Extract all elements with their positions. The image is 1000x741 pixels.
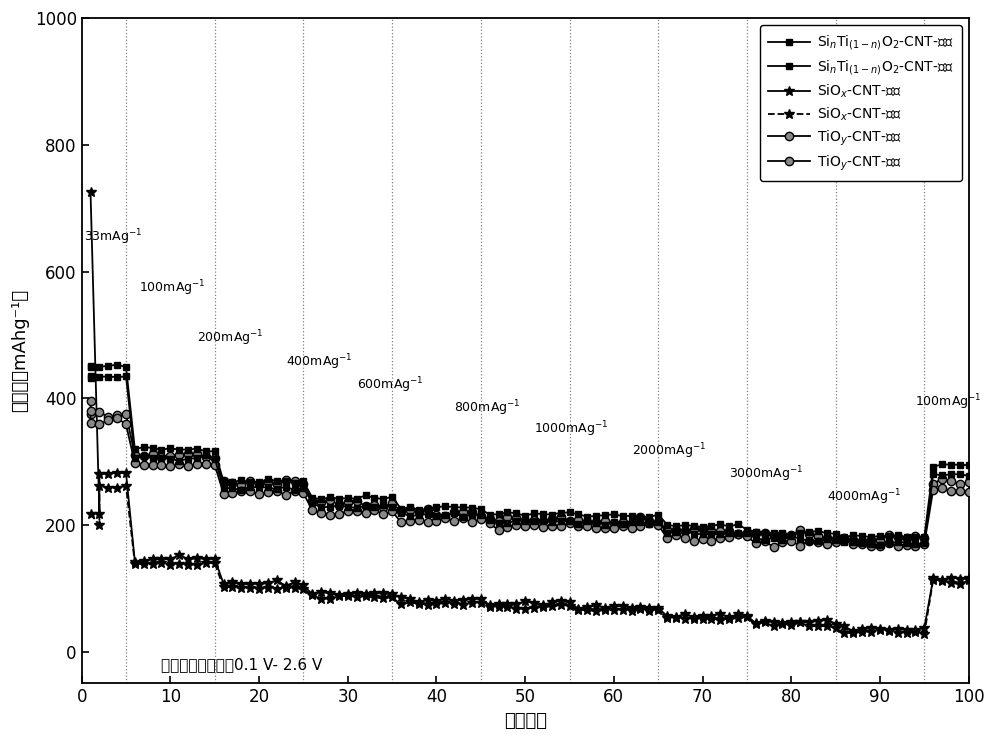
Si$_n$Ti$_{(1-n)}$O$_2$-CNT-充电: [750, 527, 762, 536]
Si$_n$Ti$_{(1-n)}$O$_2$-CNT-充电: [617, 512, 629, 521]
Si$_n$Ti$_{(1-n)}$O$_2$-CNT-放电: [741, 528, 753, 537]
Text: 3000mAg$^{-1}$: 3000mAg$^{-1}$: [729, 465, 804, 485]
TiO$_y$-CNT-放电: [741, 532, 753, 541]
TiO$_y$-CNT-放电: [138, 461, 150, 470]
Line: SiO$_x$-CNT-充电: SiO$_x$-CNT-充电: [86, 187, 974, 637]
Si$_n$Ti$_{(1-n)}$O$_2$-CNT-充电: [85, 362, 97, 371]
Y-axis label: 比容量（mAhg⁻¹）: 比容量（mAhg⁻¹）: [11, 289, 29, 412]
TiO$_y$-CNT-充电: [138, 452, 150, 461]
Legend: Si$_n$Ti$_{(1-n)}$O$_2$-CNT-充电, Si$_n$Ti$_{(1-n)}$O$_2$-CNT-放电, SiO$_x$-CNT-充电, : Si$_n$Ti$_{(1-n)}$O$_2$-CNT-充电, Si$_n$Ti…: [760, 25, 962, 181]
SiO$_x$-CNT-放电: [85, 509, 97, 518]
Text: 200mAg$^{-1}$: 200mAg$^{-1}$: [197, 329, 264, 348]
Text: 充放电电压范围：0.1 V- 2.6 V: 充放电电压范围：0.1 V- 2.6 V: [161, 657, 323, 673]
SiO$_x$-CNT-放电: [617, 605, 629, 614]
TiO$_y$-CNT-充电: [608, 518, 620, 527]
SiO$_x$-CNT-充电: [85, 188, 97, 197]
TiO$_y$-CNT-充电: [484, 514, 496, 523]
SiO$_x$-CNT-放电: [963, 576, 975, 585]
Text: 4000mAg$^{-1}$: 4000mAg$^{-1}$: [827, 488, 901, 508]
Text: 600mAg$^{-1}$: 600mAg$^{-1}$: [357, 375, 423, 394]
TiO$_y$-CNT-放电: [608, 523, 620, 532]
Text: 1000mAg$^{-1}$: 1000mAg$^{-1}$: [534, 419, 609, 439]
SiO$_x$-CNT-放电: [705, 614, 717, 623]
SiO$_x$-CNT-充电: [297, 581, 309, 590]
TiO$_y$-CNT-放电: [297, 489, 309, 498]
Text: 400mAg$^{-1}$: 400mAg$^{-1}$: [286, 353, 352, 372]
TiO$_y$-CNT-充电: [697, 524, 709, 533]
SiO$_x$-CNT-放电: [306, 590, 318, 599]
TiO$_y$-CNT-充电: [85, 397, 97, 406]
Line: Si$_n$Ti$_{(1-n)}$O$_2$-CNT-充电: Si$_n$Ti$_{(1-n)}$O$_2$-CNT-充电: [87, 361, 972, 541]
TiO$_y$-CNT-充电: [741, 528, 753, 537]
Line: Si$_n$Ti$_{(1-n)}$O$_2$-CNT-放电: Si$_n$Ti$_{(1-n)}$O$_2$-CNT-放电: [87, 373, 972, 548]
Si$_n$Ti$_{(1-n)}$O$_2$-CNT-充电: [963, 461, 975, 470]
Line: TiO$_y$-CNT-放电: TiO$_y$-CNT-放电: [86, 407, 973, 551]
Si$_n$Ti$_{(1-n)}$O$_2$-CNT-充电: [493, 510, 505, 519]
Line: SiO$_x$-CNT-放电: SiO$_x$-CNT-放电: [86, 481, 974, 639]
Si$_n$Ti$_{(1-n)}$O$_2$-CNT-充电: [901, 533, 913, 542]
X-axis label: 循环次数: 循环次数: [504, 712, 547, 730]
Si$_n$Ti$_{(1-n)}$O$_2$-CNT-充电: [111, 360, 123, 369]
Text: 33mAg$^{-1}$: 33mAg$^{-1}$: [84, 227, 143, 247]
TiO$_y$-CNT-放电: [697, 534, 709, 543]
SiO$_x$-CNT-充电: [741, 611, 753, 620]
Text: 2000mAg$^{-1}$: 2000mAg$^{-1}$: [632, 442, 706, 461]
SiO$_x$-CNT-充电: [697, 612, 709, 621]
TiO$_y$-CNT-充电: [856, 536, 868, 545]
SiO$_x$-CNT-放电: [147, 559, 159, 568]
TiO$_y$-CNT-充电: [963, 478, 975, 487]
Text: 800mAg$^{-1}$: 800mAg$^{-1}$: [454, 399, 521, 418]
Text: 100mAg$^{-1}$: 100mAg$^{-1}$: [915, 392, 982, 411]
Si$_n$Ti$_{(1-n)}$O$_2$-CNT-放电: [85, 372, 97, 381]
TiO$_y$-CNT-放电: [484, 519, 496, 528]
Si$_n$Ti$_{(1-n)}$O$_2$-CNT-放电: [138, 452, 150, 461]
SiO$_x$-CNT-充电: [484, 601, 496, 610]
SiO$_x$-CNT-充电: [138, 556, 150, 565]
TiO$_y$-CNT-放电: [768, 542, 780, 551]
SiO$_x$-CNT-放电: [493, 603, 505, 612]
Si$_n$Ti$_{(1-n)}$O$_2$-CNT-放电: [297, 483, 309, 492]
SiO$_x$-CNT-放电: [120, 482, 132, 491]
Text: 100mAg$^{-1}$: 100mAg$^{-1}$: [139, 278, 206, 298]
TiO$_y$-CNT-放电: [963, 488, 975, 496]
SiO$_x$-CNT-放电: [750, 619, 762, 628]
Si$_n$Ti$_{(1-n)}$O$_2$-CNT-放电: [697, 530, 709, 539]
SiO$_x$-CNT-充电: [963, 574, 975, 582]
SiO$_x$-CNT-充电: [608, 602, 620, 611]
Si$_n$Ti$_{(1-n)}$O$_2$-CNT-放电: [608, 518, 620, 527]
TiO$_y$-CNT-放电: [85, 407, 97, 416]
Si$_n$Ti$_{(1-n)}$O$_2$-CNT-放电: [963, 471, 975, 480]
Si$_n$Ti$_{(1-n)}$O$_2$-CNT-放电: [874, 540, 886, 549]
SiO$_x$-CNT-充电: [847, 627, 859, 636]
Si$_n$Ti$_{(1-n)}$O$_2$-CNT-充电: [705, 522, 717, 531]
Line: TiO$_y$-CNT-充电: TiO$_y$-CNT-充电: [86, 397, 973, 545]
Si$_n$Ti$_{(1-n)}$O$_2$-CNT-充电: [306, 494, 318, 502]
SiO$_x$-CNT-放电: [918, 629, 930, 638]
TiO$_y$-CNT-充电: [297, 480, 309, 489]
Si$_n$Ti$_{(1-n)}$O$_2$-CNT-放电: [484, 516, 496, 525]
Si$_n$Ti$_{(1-n)}$O$_2$-CNT-充电: [147, 444, 159, 453]
